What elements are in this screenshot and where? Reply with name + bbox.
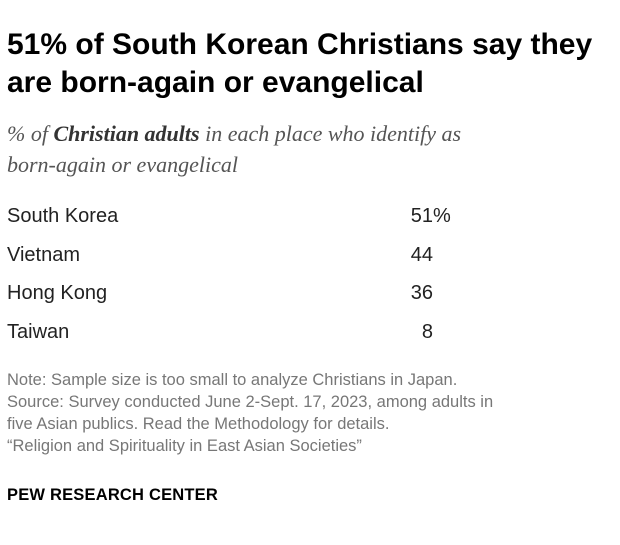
table-row: Hong Kong 36 (7, 276, 607, 315)
value-number: 36 (410, 282, 433, 304)
source-text-line-2: five Asian publics. Read the Methodology… (7, 415, 390, 433)
pew-research-center-logo: PEW RESEARCH CENTER (7, 486, 218, 504)
value-number: 51 (410, 205, 433, 227)
chart-title-line-2: are born-again or evangelical (7, 66, 424, 99)
notes-block: Note: Sample size is too small to analyz… (7, 369, 613, 457)
table-row: Vietnam 44 (7, 238, 607, 277)
table-row: Taiwan 8 (7, 315, 607, 354)
subtitle-prefix: % of (7, 121, 54, 146)
value-number: 8 (421, 320, 433, 343)
chart-title: 51% of South Korean Christians say they … (7, 26, 613, 102)
value-number: 44 (410, 243, 433, 266)
table-row: South Korea 51% (7, 199, 607, 238)
row-value: 36 (367, 276, 433, 310)
row-label: Vietnam (7, 243, 81, 266)
row-value: 8 (367, 315, 433, 349)
row-value: 51% (410, 205, 451, 227)
chart-subtitle: % of Christian adults in each place who … (7, 118, 613, 180)
source-text-line-1: Source: Survey conducted June 2-Sept. 17… (7, 393, 494, 411)
row-label: South Korea (7, 205, 119, 227)
row-label: Taiwan (7, 320, 70, 343)
report-title: “Religion and Spirituality in East Asian… (7, 437, 362, 455)
row-value: 44 (367, 238, 433, 272)
chart-title-line-1: 51% of South Korean Christians say they (7, 28, 593, 61)
note-text: Note: Sample size is too small to analyz… (7, 371, 458, 389)
row-label: Hong Kong (7, 282, 108, 304)
subtitle-line-2: born-again or evangelical (7, 152, 238, 177)
subtitle-emphasis: Christian adults (53, 121, 200, 146)
data-table: South Korea 51% Vietnam 44 Hong Kong 36 Taiwan… (7, 199, 607, 353)
subtitle-suffix: in each place who identify as (199, 121, 462, 146)
